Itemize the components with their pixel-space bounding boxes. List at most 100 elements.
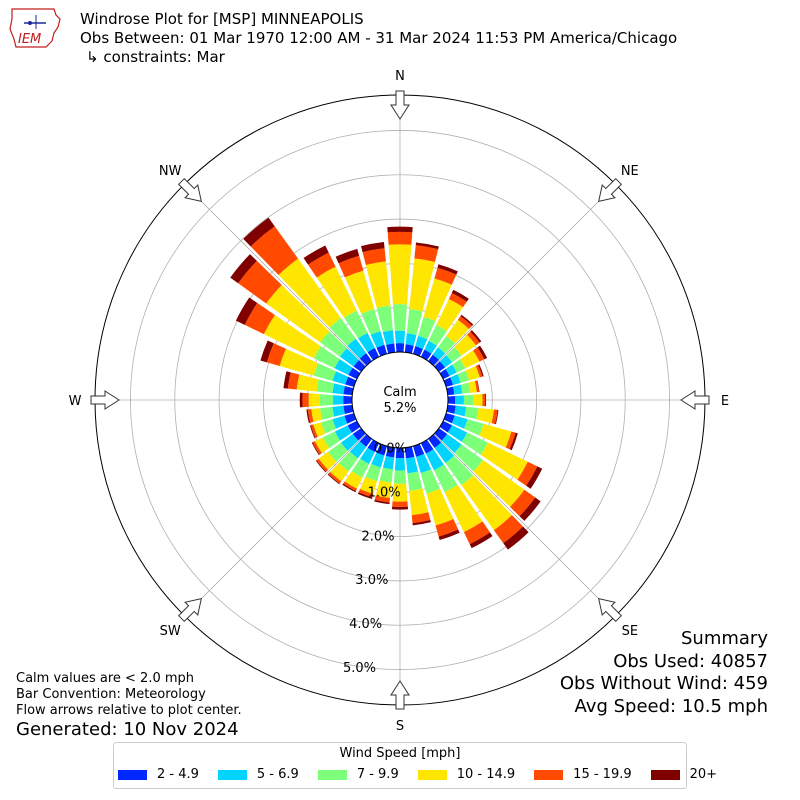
legend-label: 10 - 14.9	[456, 767, 516, 782]
compass-label: E	[721, 394, 729, 409]
bar-segment	[319, 394, 334, 406]
bar-segment	[260, 340, 274, 363]
generated-date: Generated: 10 Nov 2024	[16, 719, 239, 740]
bar-segment	[302, 392, 309, 408]
bar-segment	[367, 439, 380, 452]
bar-segment	[393, 470, 407, 484]
bar-segment	[418, 316, 436, 340]
bar-segment	[448, 292, 467, 308]
bar-segment	[434, 267, 457, 285]
bar-segment	[345, 376, 357, 387]
bar-segment	[413, 443, 425, 457]
bar-segment	[313, 422, 326, 437]
bar-segment	[376, 443, 387, 456]
flow-arrow-icon	[390, 90, 410, 120]
windrose-bars	[230, 217, 543, 550]
bar-segment	[451, 415, 468, 429]
spoke-line	[433, 433, 616, 616]
bar-segment	[349, 441, 367, 459]
bar-segment	[309, 425, 316, 439]
bar-segment	[428, 324, 447, 346]
bar-segment	[420, 439, 434, 454]
bar-segment	[409, 488, 429, 516]
bar-segment	[332, 405, 345, 417]
bar-segment	[230, 254, 257, 284]
bar-segment	[467, 331, 480, 346]
bar-segment	[250, 226, 299, 276]
bar-segment	[439, 420, 452, 433]
bar-segment	[307, 409, 314, 423]
legend-label: 5 - 6.9	[256, 767, 299, 782]
bar-segment	[443, 413, 455, 424]
bar-segment	[478, 364, 484, 377]
bar-segment	[365, 261, 391, 308]
bar-segment	[519, 497, 541, 521]
bar-segment	[367, 348, 380, 361]
bar-segment	[480, 442, 528, 480]
bar-segment	[477, 345, 488, 360]
bar-segment	[447, 425, 468, 442]
bar-segment	[461, 432, 488, 455]
bar-segment	[332, 415, 348, 429]
bar-segment	[342, 483, 356, 493]
legend-item: 20+	[650, 767, 717, 782]
flow-arrow-icon	[177, 177, 202, 202]
bar-segment	[473, 393, 483, 407]
chart-subtitle-period: Obs Between: 01 Mar 1970 12:00 AM - 31 M…	[80, 29, 678, 47]
flow-arrow-shape	[680, 390, 710, 410]
bar-segment	[392, 483, 408, 502]
bar-segment	[370, 331, 385, 348]
legend-swatch	[118, 769, 147, 780]
bar-segment	[348, 367, 361, 380]
bar-segment	[365, 463, 381, 482]
bar-segment	[347, 338, 367, 359]
bar-segment	[376, 305, 393, 332]
bar-segment	[413, 346, 423, 357]
bar-segment	[359, 476, 378, 494]
summary-block: Summary Obs Used: 40857 Obs Without Wind…	[560, 628, 768, 718]
notes-block: Calm values are < 2.0 mph Bar Convention…	[16, 671, 242, 741]
bar-segment	[344, 413, 357, 424]
bar-segment	[335, 248, 360, 264]
bar-segment	[445, 364, 457, 377]
bar-segment	[415, 242, 439, 250]
compass-label: S	[396, 719, 404, 734]
bar-segment	[320, 406, 335, 420]
bar-segment	[340, 434, 359, 451]
bar-segment	[387, 231, 413, 245]
logo-text: IEM	[18, 32, 41, 47]
bar-segment	[423, 278, 452, 322]
bar-segment	[343, 481, 358, 492]
bar-segment	[359, 353, 372, 366]
bar-segment	[386, 343, 396, 354]
bar-segment	[479, 423, 512, 448]
bar-segment	[343, 404, 354, 414]
bar-segment	[328, 471, 342, 484]
flow-arrow-shape	[177, 598, 202, 623]
bar-segment	[361, 242, 385, 253]
bar-segment	[318, 451, 337, 470]
bar-segment	[465, 365, 480, 381]
bar-segment	[310, 424, 318, 439]
radial-tick-label: 1.0%	[368, 485, 401, 500]
radial-tick-label: 2.0%	[361, 529, 394, 544]
summary-heading: Summary	[681, 628, 768, 649]
compass-label: W	[69, 394, 82, 409]
bar-segment	[446, 386, 455, 396]
calm-circle	[351, 351, 449, 449]
bar-segment	[484, 393, 487, 407]
bar-segment	[460, 350, 480, 369]
bar-segment	[296, 374, 319, 392]
bar-segment	[436, 298, 464, 331]
flow-arrow-shape	[390, 680, 410, 710]
bar-segment	[457, 316, 473, 330]
bar-segment	[438, 529, 460, 540]
bar-segment	[454, 395, 464, 405]
legend-swatch	[217, 769, 247, 780]
bar-segment	[391, 506, 409, 510]
bar-segment	[482, 393, 486, 407]
bar-segment	[374, 495, 391, 503]
bar-segment	[332, 395, 344, 405]
bar-segment	[314, 437, 330, 454]
